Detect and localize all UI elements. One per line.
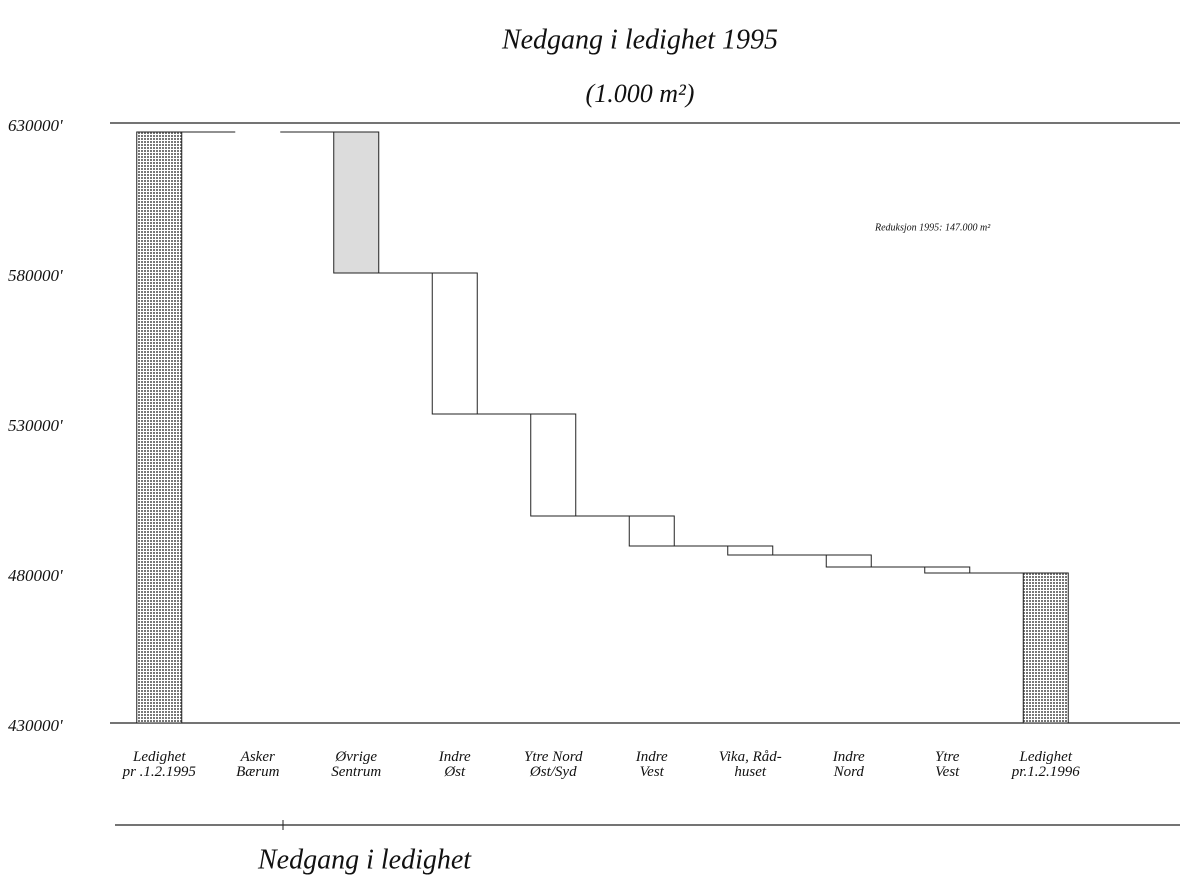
bar: [431, 272, 478, 415]
y-tick-label: 630000': [8, 116, 63, 135]
annotation: Reduksjon 1995: 147.000 m²: [874, 222, 991, 233]
x-tick-label: Øvrige Sentrum: [331, 749, 381, 780]
x-tick-label: Ledighet pr .1.2.1995: [122, 749, 197, 780]
y-tick-label: 430000': [8, 716, 63, 735]
bar: [825, 554, 872, 568]
x-tick-label: Ledighet pr.1.2.1996: [1011, 749, 1080, 780]
x-tick-label: Ytre Vest: [935, 749, 960, 780]
y-tick-label: 580000': [8, 266, 63, 285]
caption: Nedgang i ledighet: [257, 844, 472, 875]
y-tick-label: 530000': [8, 416, 63, 435]
chart-title: Nedgang i ledighet 1995: [501, 24, 778, 55]
x-tick-label: Indre Nord: [832, 749, 865, 780]
x-tick-label: Indre Øst: [438, 749, 471, 780]
x-tick-label: Indre Vest: [635, 749, 668, 780]
y-tick-label: 480000': [8, 566, 63, 585]
bar: [727, 545, 774, 556]
x-tick-label: Vika, Råd-huset: [719, 749, 782, 780]
x-tick-label: Ytre Nord Øst/Syd: [524, 749, 583, 780]
bar: [530, 413, 577, 517]
chart-subtitle: (1.000 m²): [586, 79, 695, 108]
bar: [333, 131, 380, 274]
x-tick-label: Asker Bærum: [236, 749, 280, 780]
bar: [628, 515, 675, 547]
bar: [136, 131, 183, 724]
bar: [1022, 572, 1069, 724]
bar: [924, 566, 971, 574]
